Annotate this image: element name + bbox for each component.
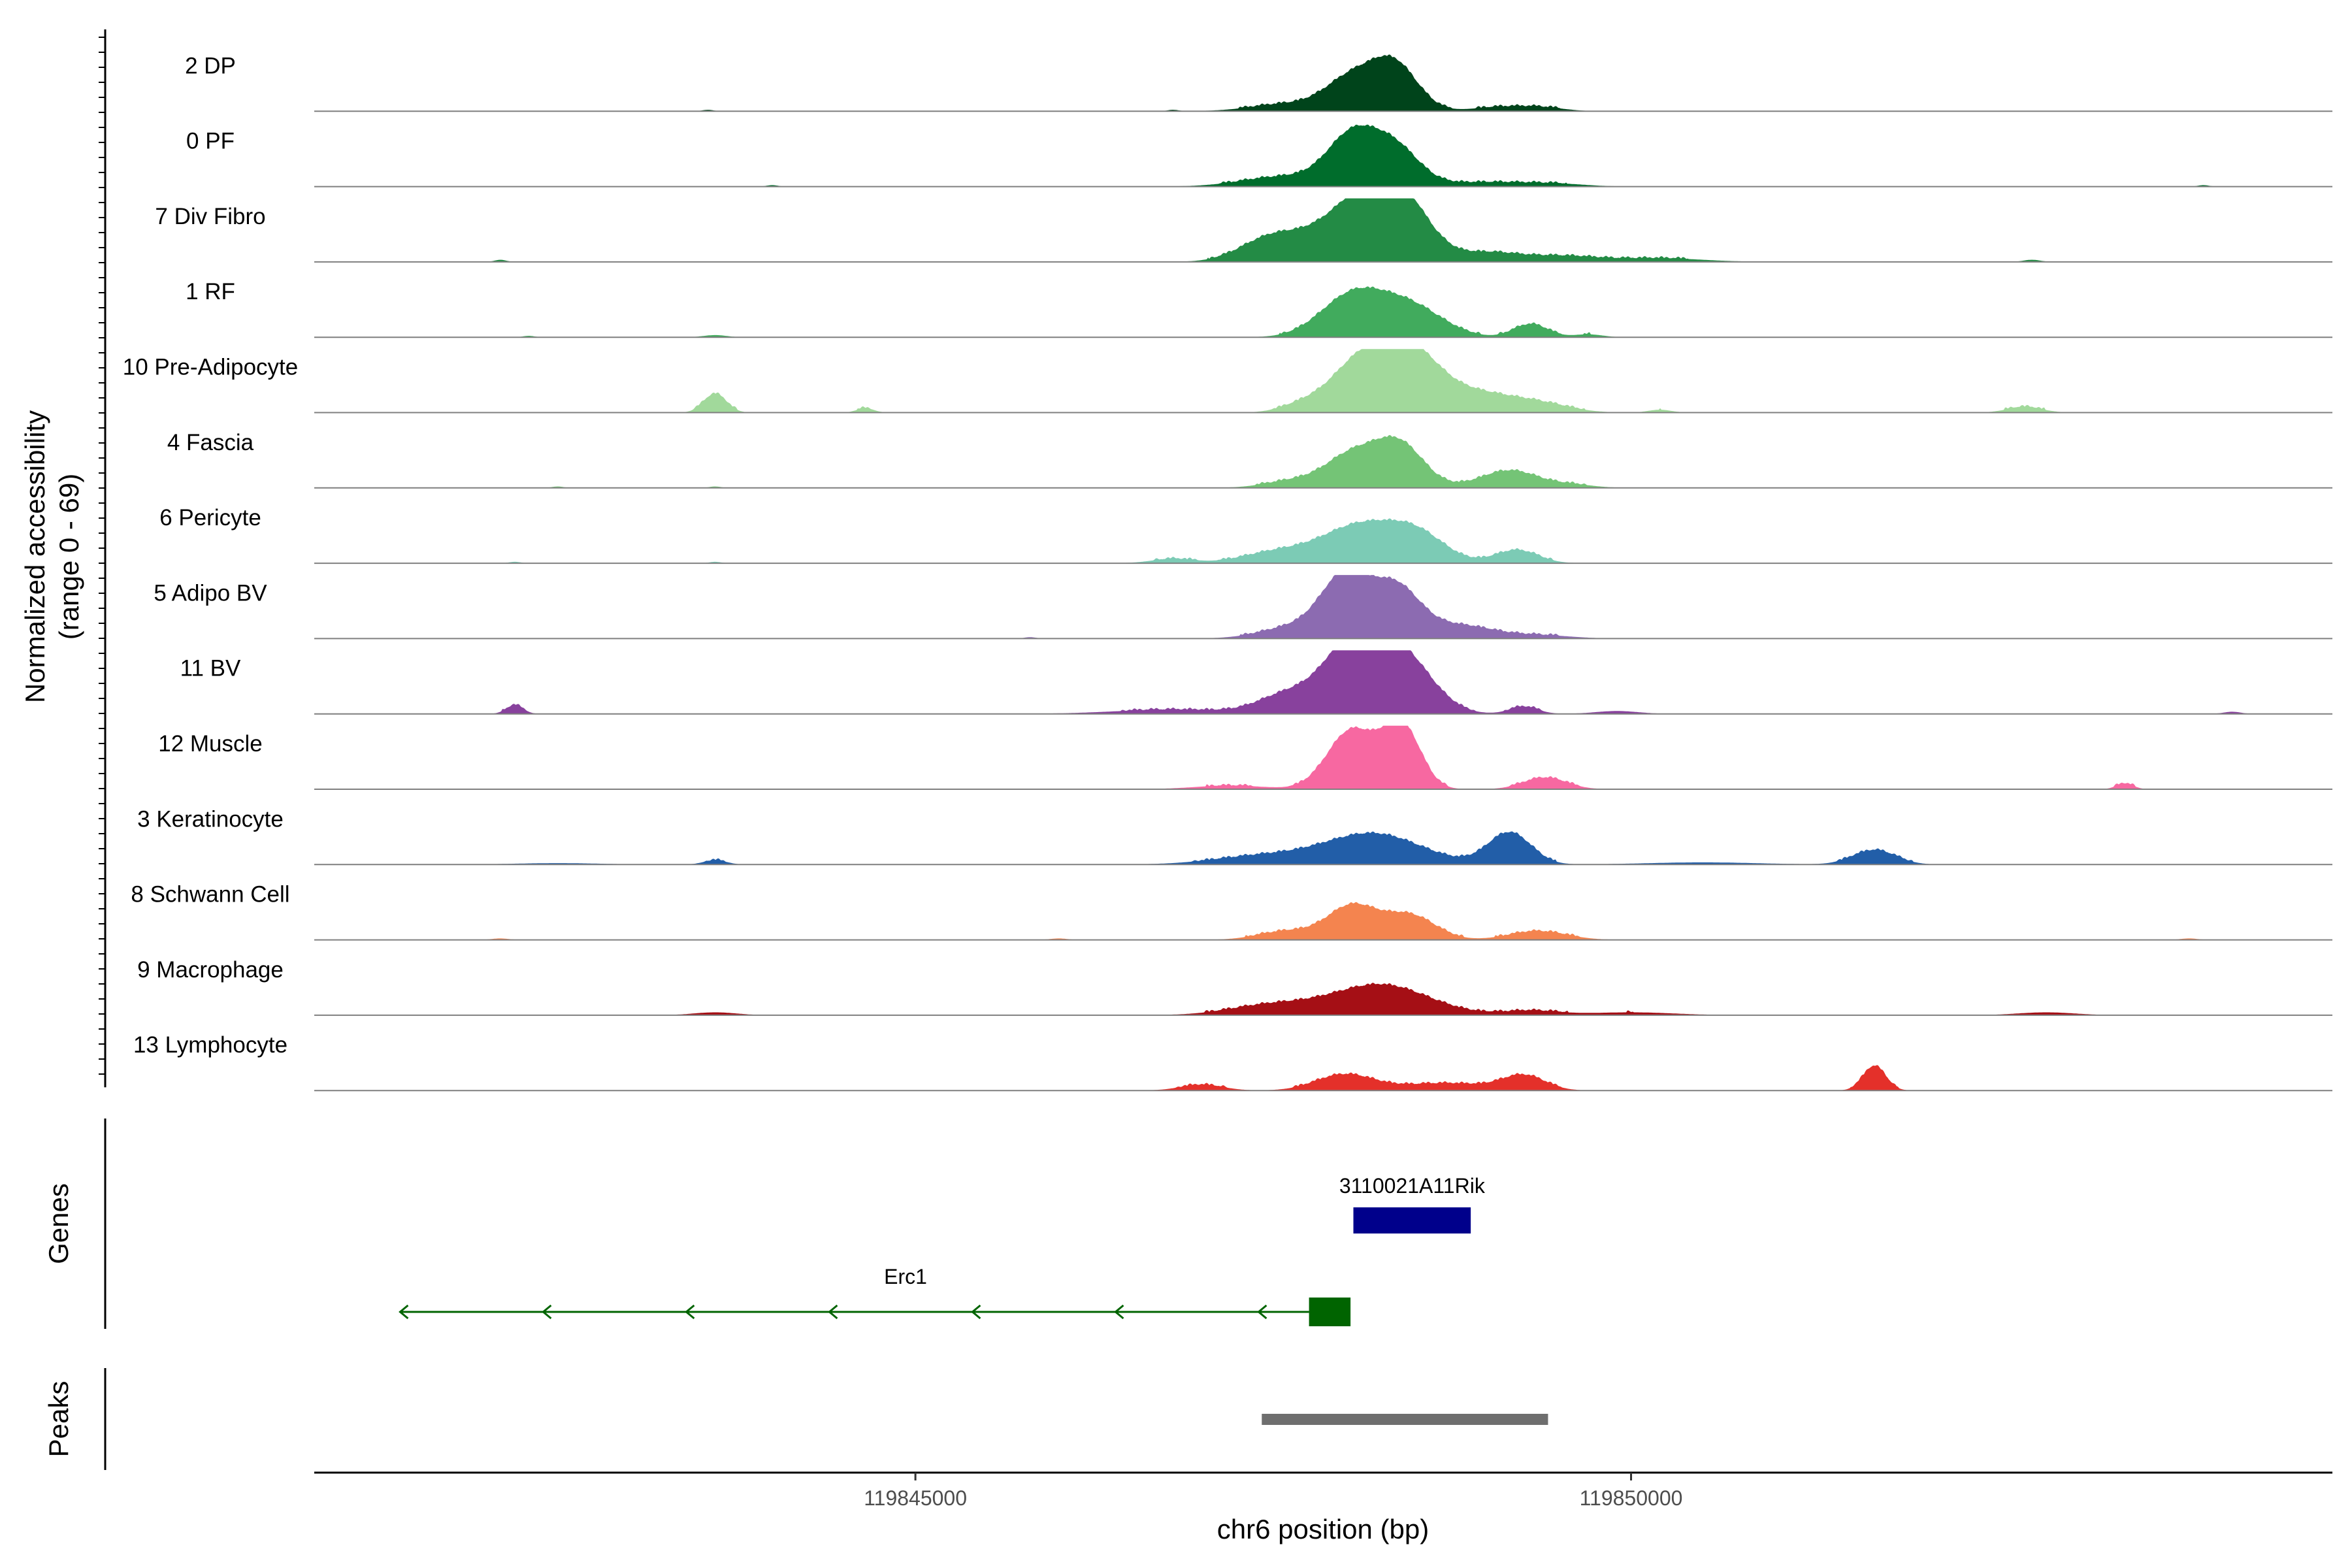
strand-arrow: [399, 1304, 409, 1320]
coverage-area: [314, 124, 2332, 187]
x-axis-title: chr6 position (bp): [1217, 1514, 1429, 1544]
strand-arrow: [1257, 1304, 1267, 1320]
track-14: 13 Lymphocyte: [133, 1032, 2332, 1092]
coverage-y-axis: [99, 29, 106, 1088]
peak-region: [1262, 1414, 1548, 1425]
track-label: 1 RF: [186, 279, 235, 304]
coverage-area: [314, 54, 2332, 112]
gene-3110021a11rik: 3110021A11Rik: [1339, 1174, 1486, 1233]
track-label: 7 Div Fibro: [155, 204, 265, 229]
strand-arrow: [828, 1304, 838, 1320]
coverage-area: [314, 1065, 2332, 1091]
track-6: 4 Fascia: [167, 430, 2332, 489]
coverage-area: [314, 518, 2332, 564]
peaks-panel: Peaks: [43, 1368, 1548, 1470]
x-axis: 119845000 119850000 chr6 position (bp): [314, 1471, 2332, 1544]
strand-arrow: [971, 1304, 981, 1320]
track-9: 11 BV: [180, 650, 2332, 715]
track-label: 8 Schwann Cell: [131, 882, 289, 907]
coverage-area: [314, 650, 2332, 714]
coverage-area: [314, 831, 2332, 865]
track-label: 13 Lymphocyte: [133, 1032, 287, 1058]
track-label: 2 DP: [185, 53, 236, 78]
gene-label: Erc1: [884, 1265, 927, 1288]
track-7: 6 Pericyte: [159, 505, 2332, 564]
gene-exon: [1309, 1298, 1351, 1326]
genes-title: Genes: [43, 1183, 74, 1264]
coverage-area: [314, 983, 2332, 1015]
coverage-tracks: 2 DP 0 PF 7 Div Fibro 1 RF 10 Pre-Adipocyte 4…: [123, 53, 2332, 1092]
peaks-title: Peaks: [43, 1381, 74, 1458]
gene-label: 3110021A11Rik: [1339, 1174, 1486, 1198]
gene-models: 3110021A11Rik Erc1: [399, 1174, 1486, 1326]
track-label: 9 Macrophage: [137, 957, 284, 983]
track-3: 7 Div Fibro: [155, 198, 2332, 263]
track-label: 3 Keratinocyte: [137, 806, 284, 832]
genes-panel: Genes 3110021A11Rik Erc1: [43, 1119, 1486, 1329]
strand-arrow: [542, 1304, 552, 1320]
y-axis-title-line1: Normalized accessibility: [20, 410, 50, 703]
track-label: 5 Adipo BV: [154, 580, 267, 606]
coverage-area: [314, 349, 2332, 413]
coverage-area: [314, 434, 2332, 488]
track-5: 10 Pre-Adipocyte: [123, 349, 2332, 414]
track-11: 3 Keratinocyte: [137, 806, 2332, 866]
x-axis-ticks: 119845000 119850000: [864, 1473, 1682, 1510]
track-4: 1 RF: [186, 279, 2332, 338]
coverage-area: [314, 575, 2332, 639]
track-label: 0 PF: [186, 129, 235, 154]
strand-arrow: [685, 1304, 695, 1320]
peak-regions: [1262, 1414, 1548, 1425]
track-label: 6 Pericyte: [159, 505, 261, 531]
track-10: 12 Muscle: [158, 725, 2332, 790]
track-12: 8 Schwann Cell: [131, 882, 2332, 941]
y-axis-title-line2: (range 0 - 69): [54, 474, 84, 640]
coverage-area: [314, 286, 2332, 338]
track-label: 12 Muscle: [158, 731, 263, 757]
coverage-area: [314, 902, 2332, 940]
track-label: 10 Pre-Adipocyte: [123, 355, 298, 380]
coverage-area: [314, 725, 2332, 789]
gene-exon: [1353, 1207, 1471, 1233]
strand-arrow: [1114, 1304, 1124, 1320]
track-1: 2 DP: [185, 53, 2332, 112]
track-13: 9 Macrophage: [137, 957, 2332, 1016]
x-tick-label: 119850000: [1580, 1486, 1683, 1510]
track-8: 5 Adipo BV: [154, 575, 2332, 640]
x-tick-label: 119845000: [864, 1486, 967, 1510]
track-2: 0 PF: [186, 124, 2332, 188]
track-label: 11 BV: [180, 656, 241, 681]
track-label: 4 Fascia: [167, 430, 254, 455]
y-axis-title: Normalized accessibility (range 0 - 69): [20, 410, 84, 703]
coverage-area: [314, 198, 2332, 262]
gene-erc1: Erc1: [399, 1265, 1351, 1326]
